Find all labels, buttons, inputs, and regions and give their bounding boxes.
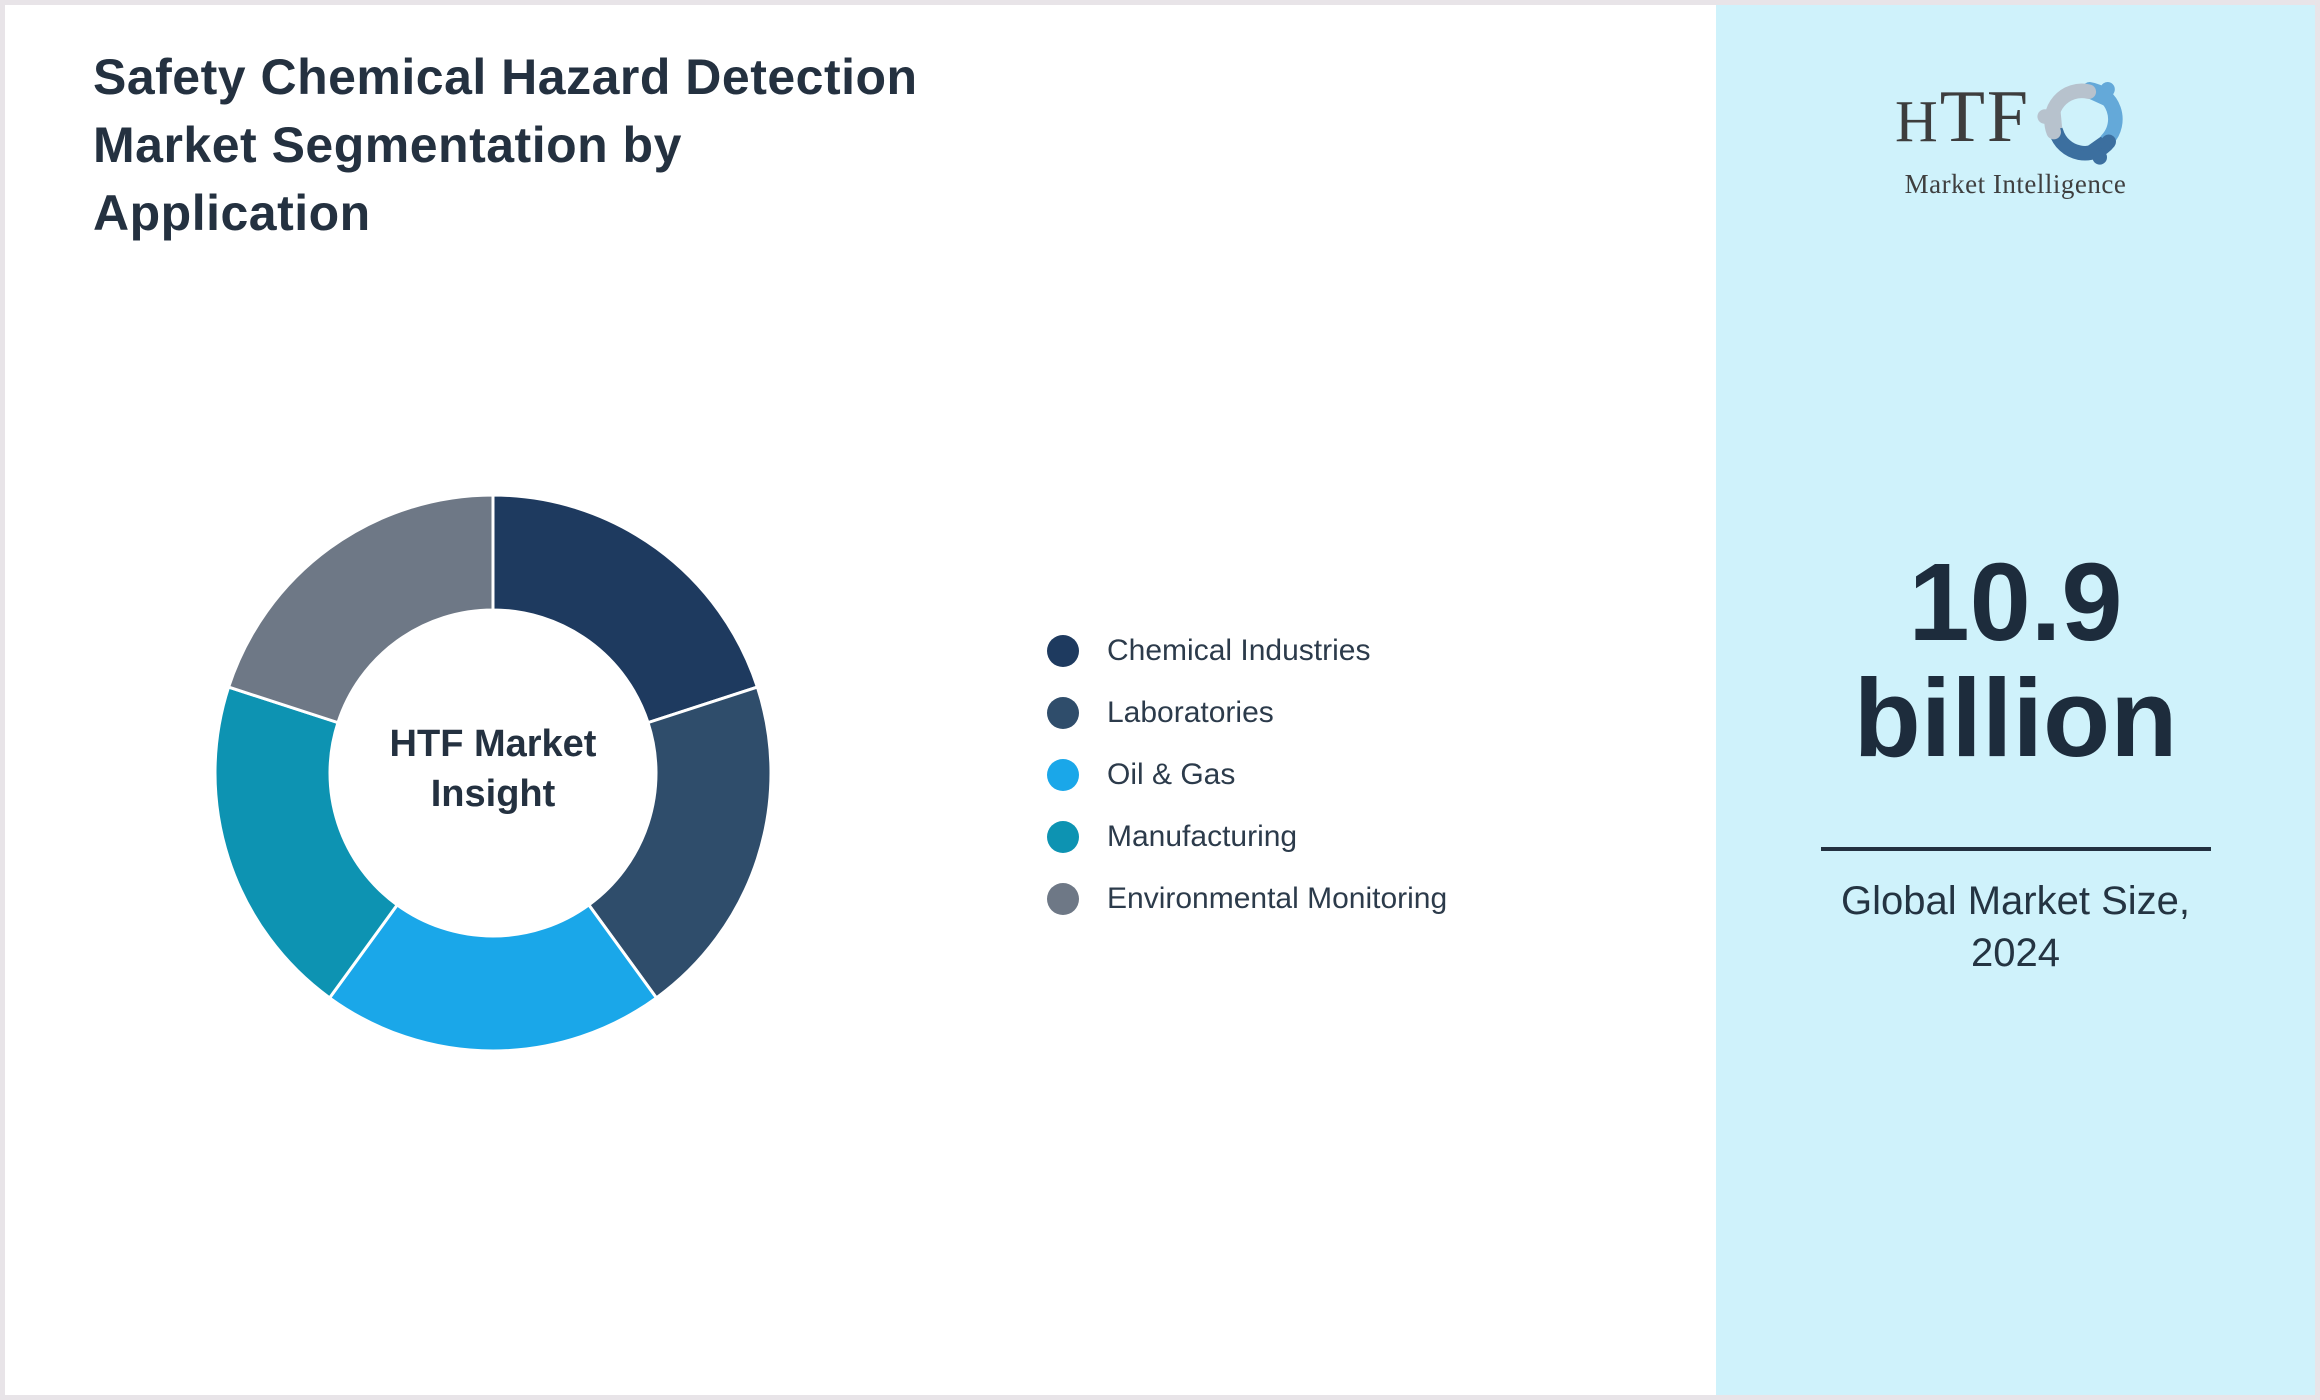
page-title: Safety Chemical Hazard Detection Market … [93,43,1093,247]
page-title-line-2: Market Segmentation by [93,117,682,173]
donut-chart: HTF Market Insight [210,490,776,1056]
legend-label-oil-gas: Oil & Gas [1107,758,1236,791]
legend-label-manufacturing: Manufacturing [1107,820,1298,853]
legend-item-laboratories: Laboratories [1047,696,1447,729]
market-size-caption-line-2: 2024 [1971,931,2060,975]
market-size-value-line-1: 10.9 [1908,541,2123,664]
legend-label-environmental-monitoring: Environmental Monitoring [1107,882,1448,915]
legend-label-laboratories: Laboratories [1107,696,1274,729]
legend-dot-laboratories [1047,697,1079,729]
page-title-line-3: Application [93,185,371,241]
brand-logo-row: HTF [1716,67,2315,171]
brand-logo-tagline: Market Intelligence [1904,169,2127,199]
sidebar: HTF [1716,5,2315,1395]
donut-center-label-line-1: HTF Market [389,723,597,765]
metric-divider [1820,847,2211,851]
legend-label-chemical-industries: Chemical Industries [1107,634,1371,667]
legend-dot-environmental-monitoring [1047,883,1079,915]
market-size-caption: Global Market Size, 2024 [1716,875,2315,979]
chart-legend: Chemical Industries Laboratories Oil & Gas… [1047,634,1448,945]
legend-item-oil-gas: Oil & Gas [1047,758,1447,791]
market-size-value: 10.9 billion [1716,545,2315,777]
donut-center-label-line-2: Insight [430,773,556,815]
brand-logo-text: HTF [1894,76,2031,158]
donut-slice-chemical-industries [491,493,759,725]
legend-item-manufacturing: Manufacturing [1047,820,1447,853]
market-size-caption-line-1: Global Market Size, [1840,879,2191,923]
donut-slice-laboratories [587,685,773,1000]
legend-dot-chemical-industries [1047,635,1079,667]
donut-slice-environmental-monitoring [227,493,495,725]
brand-logo-swirl-icon [2037,82,2123,165]
donut-chart-svg [213,493,773,1053]
donut-center-label: HTF Market Insight [390,719,597,819]
page-title-line-1: Safety Chemical Hazard Detection [93,49,918,105]
market-size-value-line-2: billion [1853,657,2178,780]
legend-dot-manufacturing [1047,821,1079,853]
donut-slice-manufacturing [213,685,399,1000]
legend-dot-oil-gas [1047,759,1079,791]
donut-slice-oil-gas [328,903,658,1053]
brand-logo: HTF [1716,67,2315,200]
legend-item-environmental-monitoring: Environmental Monitoring [1047,882,1448,915]
legend-item-chemical-industries: Chemical Industries [1047,634,1447,667]
